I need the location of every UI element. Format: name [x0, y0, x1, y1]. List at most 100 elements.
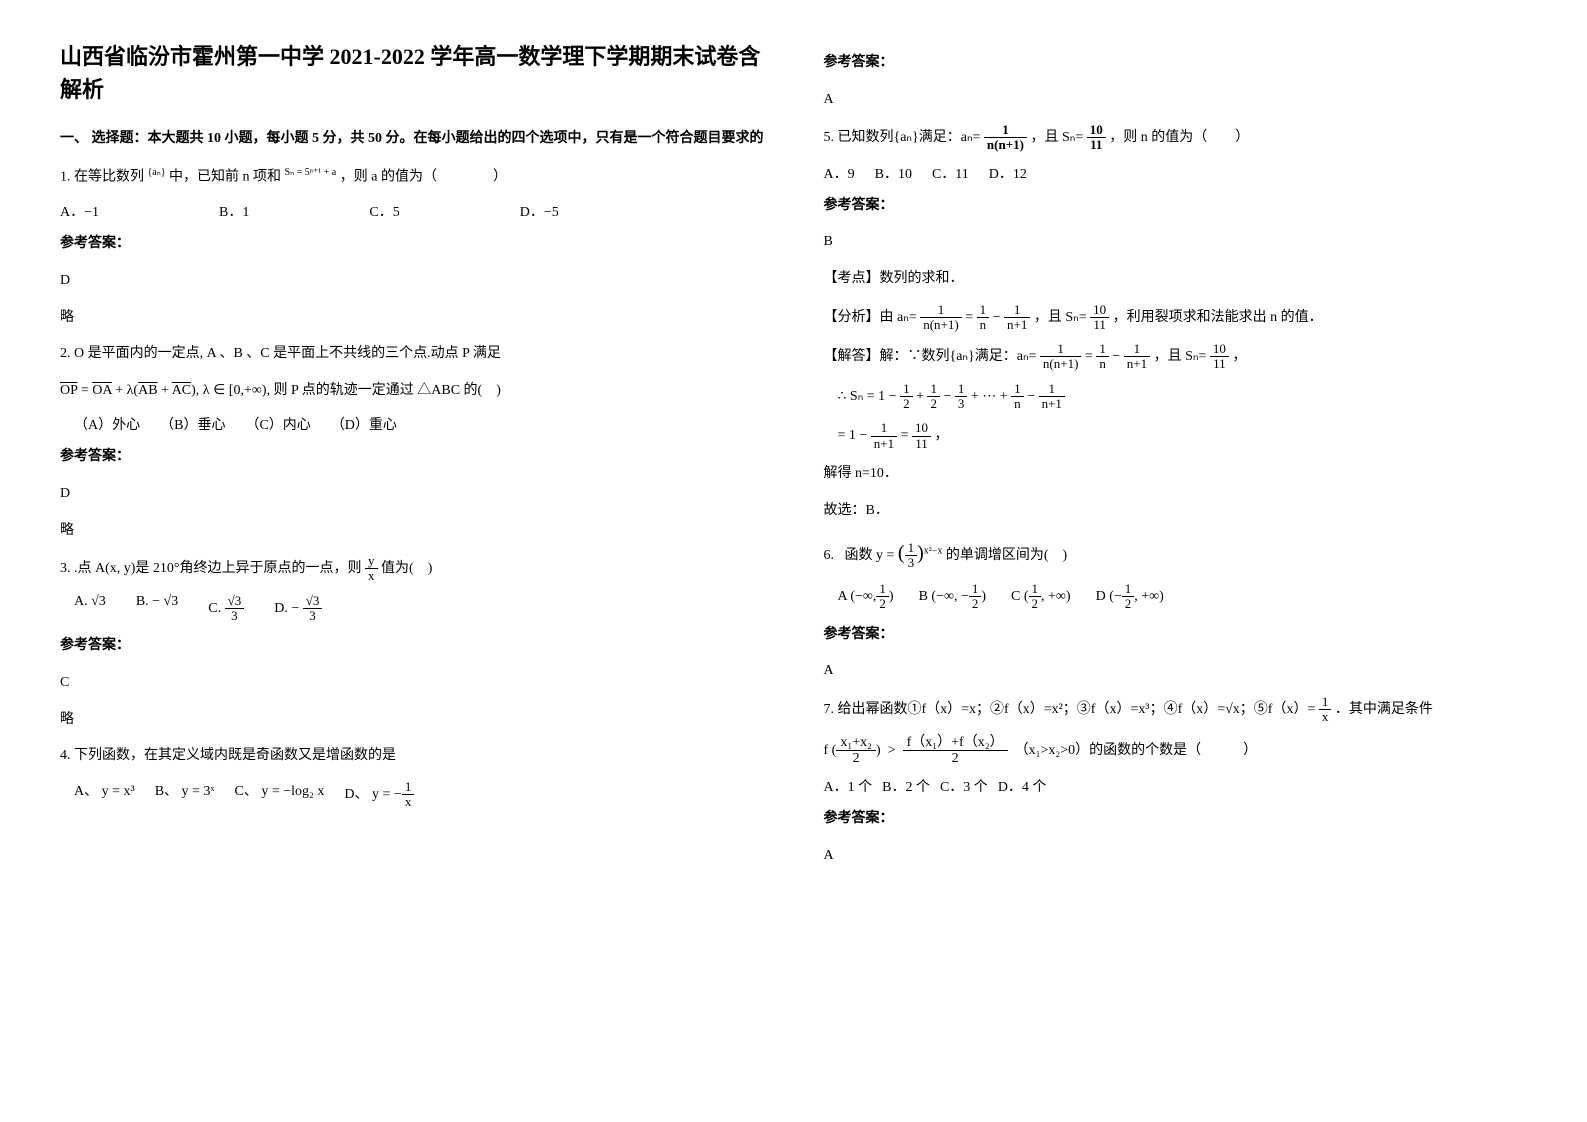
- q7-cond-close: ): [876, 743, 881, 758]
- q5-fx-n4: 10: [1090, 303, 1109, 318]
- q3-optd-den: 3: [303, 609, 323, 623]
- q6-optb-l: (−∞, −: [931, 589, 968, 604]
- q5-fx-b: ，且 Sₙ=: [1034, 310, 1087, 325]
- q5-fx-d4: 11: [1090, 318, 1109, 332]
- q6-opta-l: (−∞,: [850, 589, 876, 604]
- q5-jda-c: ，: [1232, 349, 1246, 364]
- q5-sn-t4d: n: [1011, 397, 1024, 411]
- q6-opta-num: 1: [876, 582, 889, 597]
- q5-sn-dots: + ⋯ +: [971, 389, 1008, 404]
- q5-jda-b: ，且 Sₙ=: [1154, 349, 1207, 364]
- question-4: 4. 下列函数，在其定义域内既是奇函数又是增函数的是: [60, 743, 764, 770]
- q3-options: A. √3 B. − √3 C. √33 D. − √33: [74, 594, 764, 624]
- q1-stem-b: 中，已知前 n 项和: [169, 170, 281, 185]
- q7-cond-rhs-d: 2: [903, 751, 1008, 766]
- q4-ans-label: 参考答案：: [824, 50, 1528, 77]
- q7-cond-argn: x₁+x₂: [836, 735, 876, 751]
- q1-stem-c: ，则 a 的值为（ ）: [340, 170, 507, 185]
- q4-optd-lead: y = −: [372, 787, 402, 802]
- q3-ans: C: [60, 670, 764, 697]
- q6-optc-num: 1: [1029, 582, 1042, 597]
- q5-pick: 故选：B．: [824, 498, 1528, 525]
- q5-sn-plus1: +: [916, 389, 924, 404]
- q5-sn-lead: ∴ Sₙ = 1 −: [838, 389, 897, 404]
- q6-optd-den: 2: [1122, 597, 1135, 611]
- q7-ans-label: 参考答案：: [824, 806, 1528, 833]
- q5-s-num: 10: [1087, 123, 1106, 138]
- q2-opt-b: （B）垂心: [160, 414, 225, 434]
- q5-fx: 【分析】由 aₙ= 1n(n+1) = 1n − 1n+1 ，且 Sₙ= 101…: [824, 303, 1528, 333]
- q5-fx-eq: =: [965, 310, 973, 325]
- q7-cond-rhs-n: f（x₁）+f（x₂）: [903, 735, 1008, 751]
- q3-note: 略: [60, 707, 764, 734]
- q5-fx-n2: 1: [977, 303, 990, 318]
- q5-jda-n4: 10: [1210, 342, 1229, 357]
- q1-options: A．−1 B．1 C．5 D．−5: [60, 201, 764, 221]
- q7-cond: f (x₁+x₂2) > f（x₁）+f（x₂）2 （x₁>x₂>0）的函数的个…: [824, 735, 1528, 767]
- q7-cond-tail: （x₁>x₂>0）的函数的个数是（ ）: [1015, 743, 1258, 758]
- q2-opt-c: （C）内心: [245, 414, 310, 434]
- q5-a-num: 1: [984, 123, 1027, 138]
- q5-ans-label: 参考答案：: [824, 193, 1528, 220]
- q5-stem-c: ，则 n 的值为（ ）: [1109, 130, 1249, 145]
- q2-formula-line: OP = OA + λ(AB + AC), λ ∈ [0,+∞), 则 P 点的…: [60, 378, 764, 405]
- q5-eq-eq: =: [901, 428, 909, 443]
- q5-jda-d3: n+1: [1124, 357, 1150, 371]
- q5-jda-d4: 11: [1210, 357, 1229, 371]
- q5-jda-a: 【解答】解：∵数列{aₙ}满足：aₙ=: [824, 349, 1037, 364]
- q6-stem-main-a: 函数 y =: [845, 548, 898, 563]
- q4-options: A、 y = x³ B、 y = 3ˣ C、 y = −log₂ x D、 y …: [74, 780, 764, 810]
- q6-ans: A: [824, 658, 1528, 685]
- q1-note: 略: [60, 305, 764, 332]
- q5-a-den: n(n+1): [984, 138, 1027, 152]
- q3-optc-num: √3: [225, 594, 245, 609]
- q7-cond-argd: 2: [836, 751, 876, 766]
- q6-opt-c: C (12, +∞): [1011, 582, 1071, 612]
- q5-sn-minus2: −: [1027, 389, 1035, 404]
- page-title: 山西省临汾市霍州第一中学 2021-2022 学年高一数学理下学期期末试卷含解析: [60, 40, 764, 106]
- q6-optb-num: 1: [969, 582, 982, 597]
- q6-opt-d: D (−12, +∞): [1096, 582, 1164, 612]
- q7-cond-gt: >: [888, 743, 896, 758]
- q3-optd-pre: D. −: [274, 601, 299, 616]
- q1-opt-c: C．5: [369, 201, 399, 221]
- q7-stem-a: 7. 给出幂函数①f（x）=x；②f（x）=x²；③f（x）=x³；④f（x）=…: [824, 702, 1316, 717]
- q5-fx-a: 【分析】由 aₙ=: [824, 310, 917, 325]
- q4-optd-num: 1: [402, 780, 415, 795]
- q5-sn-t1n: 1: [900, 382, 913, 397]
- q3-frac: y x: [365, 554, 378, 584]
- q5-eq-d2: 11: [912, 437, 931, 451]
- q5-opt-d: D．12: [989, 163, 1027, 183]
- q7-f5-num: 1: [1319, 695, 1332, 710]
- q5-options: A．9 B．10 C．11 D．12: [824, 163, 1528, 183]
- q5-jda-n3: 1: [1124, 342, 1150, 357]
- q5-eq-n1: 1: [871, 421, 897, 436]
- question-5: 5. 已知数列{aₙ}满足：aₙ= 1n(n+1) ，且 Sₙ= 1011 ，则…: [824, 123, 1528, 153]
- q3-opta-pre: A.: [74, 594, 88, 609]
- q6-optd-pre: D: [1096, 589, 1106, 604]
- q2-note: 略: [60, 518, 764, 545]
- q5-jda: 【解答】解：∵数列{aₙ}满足：aₙ= 1n(n+1) = 1n − 1n+1 …: [824, 342, 1528, 372]
- q6-opt-a: A (−∞,12): [838, 582, 894, 612]
- q5-ans: B: [824, 229, 1528, 256]
- q6-opta-den: 2: [876, 597, 889, 611]
- question-1: 1. 在等比数列 {aₙ} 中，已知前 n 项和 Sₙ = 5ⁿ⁺¹ + a ，…: [60, 163, 764, 191]
- q6-base-num: 1: [905, 541, 918, 556]
- q2-options: （A）外心 （B）垂心 （C）内心 （D）重心: [74, 414, 764, 434]
- q1-opt-a: A．−1: [60, 201, 99, 221]
- right-column: 参考答案： A 5. 已知数列{aₙ}满足：aₙ= 1n(n+1) ，且 Sₙ=…: [824, 40, 1528, 879]
- q3-optc-den: 3: [225, 609, 245, 623]
- q4-opt-d: D、 y = −1x: [344, 780, 414, 810]
- q3-stem-tail: 值为( ): [381, 561, 432, 576]
- q6-optd-l: (−: [1109, 589, 1122, 604]
- question-3: 3. .点 A(x, y)是 210°角终边上异于原点的一点，则 y x 值为(…: [60, 554, 764, 584]
- q5-jda-d2: n: [1096, 357, 1109, 371]
- q5-stem-b: ，且 Sₙ=: [1030, 130, 1083, 145]
- q5-opt-c: C．11: [932, 163, 969, 183]
- q3-opta-val: √3: [91, 594, 106, 609]
- q5-sn-t5d: n+1: [1039, 397, 1065, 411]
- q6-exp: x²−x: [924, 545, 943, 556]
- q5-eq-d1: n+1: [871, 437, 897, 451]
- q3-frac-den: x: [365, 569, 378, 583]
- q5-stem-a: 5. 已知数列{aₙ}满足：aₙ=: [824, 130, 981, 145]
